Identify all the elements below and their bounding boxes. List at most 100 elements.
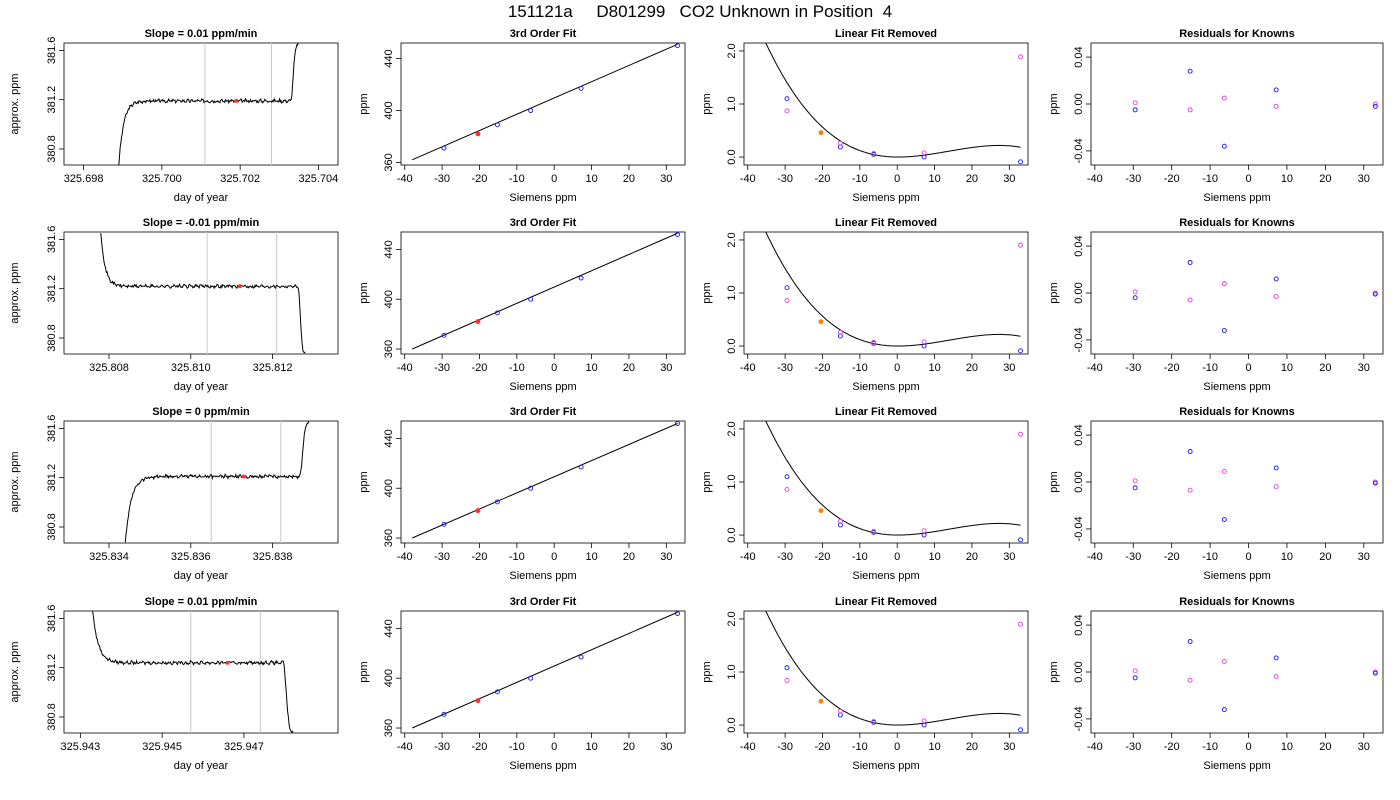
panel-3-2-xtick-label: 20 bbox=[623, 551, 635, 563]
panel-1-4-xtick-label: 0 bbox=[1245, 173, 1251, 185]
panel-2-1-ytick-label: 381.6 bbox=[46, 226, 58, 254]
panel-1-3-data-point bbox=[871, 150, 877, 156]
panel-4-3-xtick-label: -30 bbox=[777, 741, 793, 753]
panel-3-4-xtick-label: -10 bbox=[1202, 551, 1218, 563]
panel-4-4-data-point bbox=[1273, 674, 1279, 680]
panel-1-4-ylabel: ppm bbox=[1048, 93, 1060, 114]
panel-2-3-data-point bbox=[784, 285, 790, 291]
panel-3-4-xtick-label: 10 bbox=[1281, 551, 1293, 563]
panel-2-4-ytick-label: -0.04 bbox=[1073, 327, 1085, 352]
panel-3-3-ylabel: ppm bbox=[701, 471, 713, 492]
panel-2-3-xtick-label: 20 bbox=[966, 362, 978, 374]
panel-3-4-data-point bbox=[1372, 480, 1378, 486]
panel-4-1-xtick-label: 325.945 bbox=[142, 741, 182, 753]
panel-2-3-data-point bbox=[784, 297, 790, 303]
panel-3-4-data-point bbox=[1132, 485, 1138, 491]
panel-4-3-data-point bbox=[784, 665, 790, 671]
panel-2-4-xtick-label: -10 bbox=[1202, 362, 1218, 374]
panel-2-1-ylabel: approx. ppm bbox=[9, 262, 21, 323]
panel-1-1-title: Slope = 0.01 ppm/min bbox=[145, 28, 258, 40]
panel-3-4-data-point bbox=[1132, 478, 1138, 484]
panel-1-3-ytick-label: 2.0 bbox=[726, 43, 738, 58]
panel-1-3-xtick-label: 30 bbox=[1003, 173, 1015, 185]
panel-3-4-data-point bbox=[1221, 468, 1227, 474]
panel-2-3-data-point bbox=[921, 339, 927, 345]
panel-2-1-xtick-label: 325.808 bbox=[89, 362, 129, 374]
panel-2-4-xtick-label: -20 bbox=[1164, 362, 1180, 374]
panel-4-3-data-point bbox=[837, 708, 843, 714]
panel-4-3-xtick-label: -40 bbox=[740, 741, 756, 753]
panel-3-1-ytick-label: 380.8 bbox=[46, 513, 58, 541]
panel-3-1-ytick-label: 381.2 bbox=[46, 464, 58, 492]
panel-2-3-fit-curve bbox=[765, 232, 1021, 347]
panel-2-4-data-point bbox=[1221, 328, 1227, 333]
panel-1-4-data-point bbox=[1221, 95, 1227, 101]
panel-4-2-xtick-label: -30 bbox=[434, 741, 450, 753]
panel-2-2-xtick-label: -30 bbox=[434, 362, 450, 374]
panel-3-2-frame bbox=[400, 420, 686, 544]
panel-3-2-data-point bbox=[528, 485, 534, 491]
panel-4-2-ytick-label: 440 bbox=[383, 619, 395, 637]
panel-3-3-xtick-label: -10 bbox=[852, 551, 868, 563]
panel-3-3-data-point bbox=[871, 528, 877, 534]
panel-1-2-ytick-label: 400 bbox=[383, 101, 395, 119]
panel-2-3-title: Linear Fit Removed bbox=[835, 217, 937, 229]
panel-3-3-xtick-label: -30 bbox=[777, 551, 793, 563]
panel-2-2-xtick-label: 0 bbox=[551, 362, 557, 374]
panel-3-3-ytick-label: 0.0 bbox=[726, 527, 738, 542]
panel-1-1-xtick-label: 325.704 bbox=[299, 173, 339, 185]
panel-4-3-data-point bbox=[921, 718, 927, 724]
panel-1-4-xlabel: Siemens ppm bbox=[1203, 192, 1270, 204]
panel-3-2-xtick-label: -30 bbox=[434, 551, 450, 563]
panel-4-4-data-point bbox=[1372, 670, 1378, 676]
panel-1-2-xtick-label: 20 bbox=[623, 173, 635, 185]
panel-3-4-xtick-label: 0 bbox=[1245, 551, 1251, 563]
panel-1-2-fit-line bbox=[412, 43, 678, 161]
panel-1-4-xtick-label: 30 bbox=[1358, 173, 1370, 185]
panel-4-4-data-point bbox=[1221, 658, 1227, 664]
panel-2-4-data-point bbox=[1187, 260, 1193, 265]
panel-1-3-data-point bbox=[818, 130, 824, 136]
panel-3-4-xlabel: Siemens ppm bbox=[1203, 570, 1270, 582]
panel-3-2-ylabel: ppm bbox=[358, 471, 370, 492]
panel-1-4-data-point bbox=[1372, 103, 1378, 109]
panel-3-2-xtick-label: -10 bbox=[509, 551, 525, 563]
panel-1-4-data-point bbox=[1273, 87, 1279, 93]
panel-3-1-ytick-label: 381.6 bbox=[46, 415, 58, 443]
panel-4-4-data-point bbox=[1132, 668, 1138, 674]
panel-4-2-xlabel: Siemens ppm bbox=[509, 760, 576, 772]
panel-3-1-marker-point bbox=[241, 474, 246, 479]
panel-3-1-xtick-label: 325.834 bbox=[89, 551, 129, 563]
panel-3-3-xtick-label: -40 bbox=[740, 551, 756, 563]
panel-1-3-xtick-label: 20 bbox=[966, 173, 978, 185]
panel-4-2-xtick-label: -20 bbox=[472, 741, 488, 753]
panel-4-1-frame bbox=[63, 610, 339, 734]
panel-2-4-xlabel: Siemens ppm bbox=[1203, 381, 1270, 393]
panel-1-4-data-point bbox=[1132, 107, 1138, 113]
panel-2-2-xtick-label: 30 bbox=[660, 362, 672, 374]
panel-4-1-ytick-label: 381.6 bbox=[46, 605, 58, 633]
panel-2-1-marker-point bbox=[237, 284, 242, 289]
panel-1-1-ytick-label: 380.8 bbox=[46, 135, 58, 163]
panel-3-2-data-point bbox=[441, 521, 447, 527]
panel-3-3-title: Linear Fit Removed bbox=[835, 406, 937, 418]
panel-2-3-ytick-label: 1.0 bbox=[726, 285, 738, 300]
panel-1-1-trace bbox=[118, 43, 299, 165]
panel-1-3-ylabel: ppm bbox=[701, 93, 713, 114]
panel-3-4-xtick-label: 30 bbox=[1358, 551, 1370, 563]
panel-1-1-xlabel: day of year bbox=[174, 192, 229, 204]
panel-4-4-ytick-label: -0.04 bbox=[1073, 706, 1085, 731]
panel-4-3-xtick-label: 10 bbox=[928, 741, 940, 753]
panel-1-3-title: Linear Fit Removed bbox=[835, 28, 937, 40]
panel-2-2-ytick-label: 360 bbox=[383, 340, 395, 358]
panel-3-4-data-point bbox=[1273, 484, 1279, 490]
panel-4-1-trace bbox=[92, 611, 294, 733]
panel-1-4-data-point bbox=[1372, 101, 1378, 107]
panel-3-1-xtick-label: 325.836 bbox=[171, 551, 211, 563]
panel-1-2-ylabel: ppm bbox=[358, 93, 370, 114]
panel-2-2-data-point bbox=[578, 275, 584, 281]
panel-1-1-xtick-label: 325.700 bbox=[142, 173, 182, 185]
panel-4-4-xtick-label: 20 bbox=[1319, 741, 1331, 753]
panel-3-3-data-point bbox=[921, 528, 927, 534]
panel-1-2-title: 3rd Order Fit bbox=[510, 28, 577, 40]
